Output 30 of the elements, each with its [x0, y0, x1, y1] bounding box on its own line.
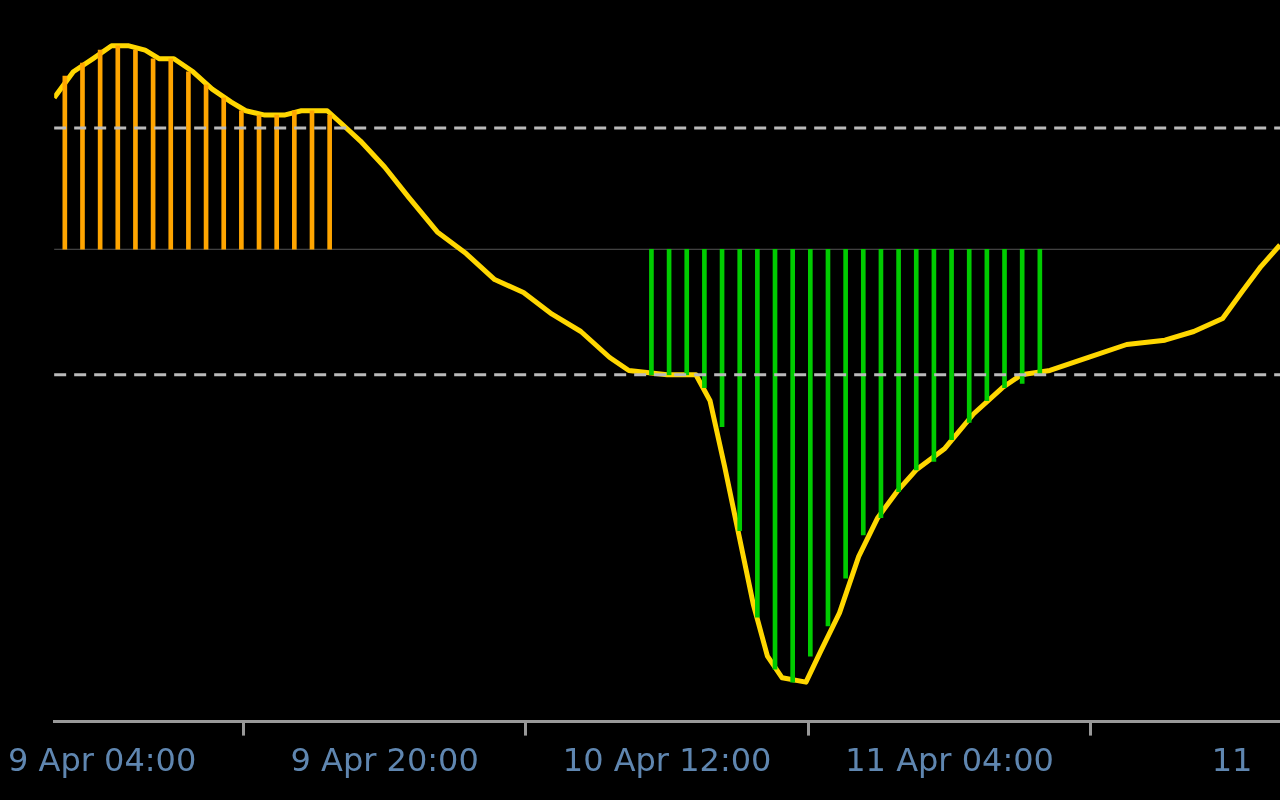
- bar: [274, 114, 280, 250]
- bar: [966, 248, 972, 423]
- bar: [860, 248, 866, 536]
- x-tick-label: 9 Apr 20:00: [290, 741, 479, 780]
- bar: [133, 49, 138, 250]
- bar: [221, 97, 227, 250]
- bar: [168, 58, 174, 250]
- bar: [702, 248, 707, 389]
- bar: [239, 110, 244, 250]
- bar: [737, 248, 743, 531]
- bar: [949, 248, 954, 441]
- bar: [115, 45, 121, 250]
- bar: [843, 248, 848, 579]
- x-tick-label: 9 Apr 04:00: [8, 741, 197, 780]
- x-tick-label: 11 Apr 04:00: [845, 741, 1054, 780]
- bar: [327, 114, 332, 250]
- bar: [913, 248, 919, 471]
- bar: [808, 248, 813, 657]
- bar: [1019, 248, 1025, 384]
- bar: [649, 248, 654, 376]
- bar: [186, 71, 191, 250]
- x-tick-label: 11: [1211, 741, 1253, 780]
- x-tick-label: 10 Apr 12:00: [562, 741, 772, 780]
- bar: [1002, 248, 1007, 389]
- bar: [684, 248, 690, 376]
- bar: [790, 248, 795, 683]
- bar: [80, 62, 85, 250]
- bar: [292, 110, 297, 250]
- bar: [896, 248, 901, 493]
- bar: [755, 248, 760, 618]
